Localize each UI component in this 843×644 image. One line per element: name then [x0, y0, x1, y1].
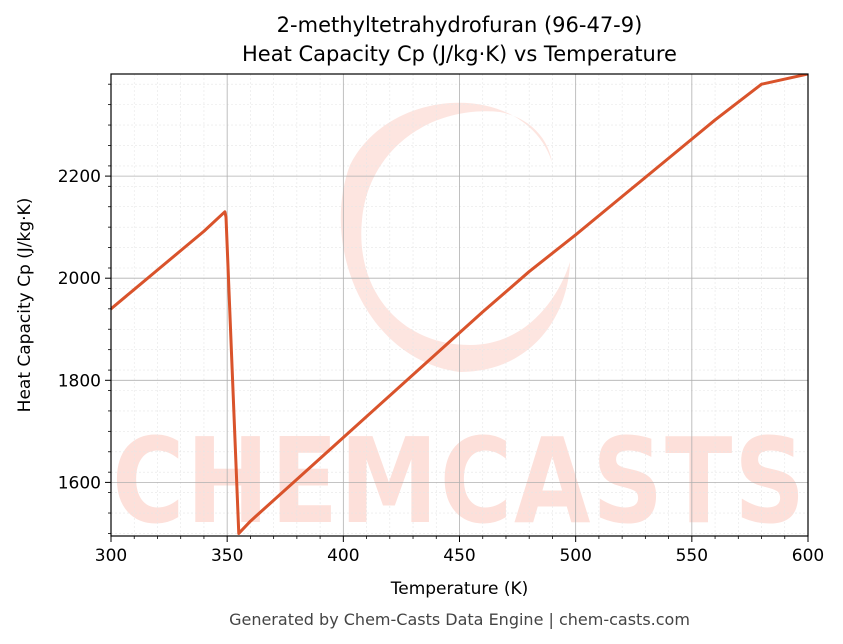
ticks-layer: 300 350 400 450 500 550 600 1600 1800 2000 2200: [58, 83, 824, 566]
x-axis-label: Temperature (K): [390, 579, 529, 599]
y-tick-label: 2200: [58, 167, 101, 187]
chart-title-line2: Heat Capacity Cp (J/kg·K) vs Temperature: [242, 42, 677, 66]
x-tick-label: 600: [792, 546, 824, 566]
major-grid: [110, 74, 809, 536]
x-tick-label: 350: [211, 546, 243, 566]
series-layer: [111, 74, 808, 535]
chart-title-line1: 2-methyltetrahydrofuran (96-47-9): [277, 13, 643, 37]
footer-credit: Generated by Chem-Casts Data Engine | ch…: [229, 610, 690, 629]
x-tick-label: 450: [443, 546, 475, 566]
series-line-heat-capacity: [111, 74, 808, 535]
x-tick-label: 500: [559, 546, 591, 566]
x-tick-label: 550: [676, 546, 708, 566]
y-axis-label: Heat Capacity Cp (J/kg·K): [15, 198, 35, 413]
watermark-swirl: [340, 102, 570, 372]
x-tick-label: 400: [327, 546, 359, 566]
y-tick-label: 1600: [58, 473, 101, 493]
x-tick-label: 300: [95, 546, 127, 566]
y-tick-label: 1800: [58, 371, 101, 391]
y-tick-label: 2000: [58, 269, 101, 289]
